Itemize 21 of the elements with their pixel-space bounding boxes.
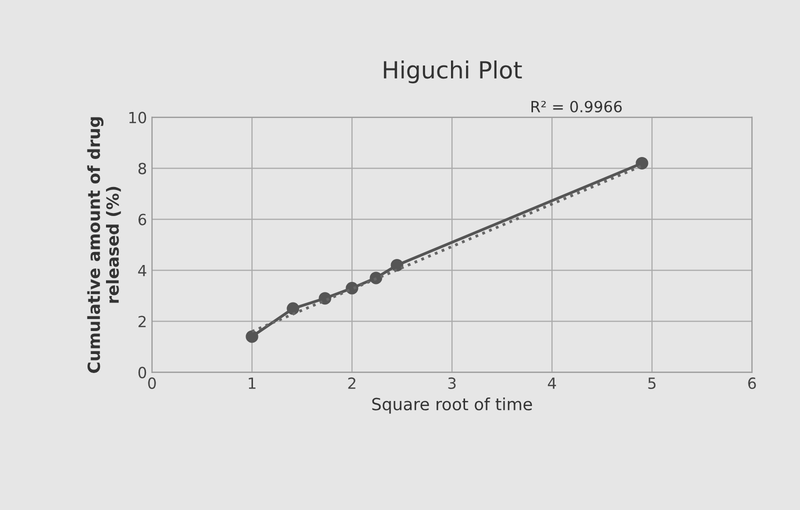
text: R² = 0.9966	[532, 100, 622, 112]
y-tick-label: 0	[138, 366, 146, 378]
x-tick-label: 4	[548, 378, 556, 389]
x-tick-label: 2	[348, 377, 356, 389]
x-tick-label: 6	[748, 377, 756, 389]
x-tick-label: 5	[648, 378, 656, 389]
point	[246, 330, 258, 343]
y-tick-label: 2	[138, 316, 146, 328]
y-tick-label: 8	[138, 162, 146, 174]
x-axis-title: Square root of time	[372, 398, 532, 414]
point	[286, 302, 300, 315]
point	[636, 156, 648, 170]
x-tick-label: 0	[148, 377, 156, 389]
y-tick-label: 10	[129, 112, 146, 124]
y-tick-label: 6	[138, 214, 146, 226]
chart-title: Higuchi Plot	[384, 60, 522, 84]
point	[390, 258, 404, 272]
y-axis-title: Cumulative amount of drug released (%)	[87, 117, 121, 373]
y-tick-label: 4	[138, 264, 146, 276]
x-tick-label: 1	[248, 378, 256, 389]
x-tick-label: 3	[448, 377, 456, 389]
